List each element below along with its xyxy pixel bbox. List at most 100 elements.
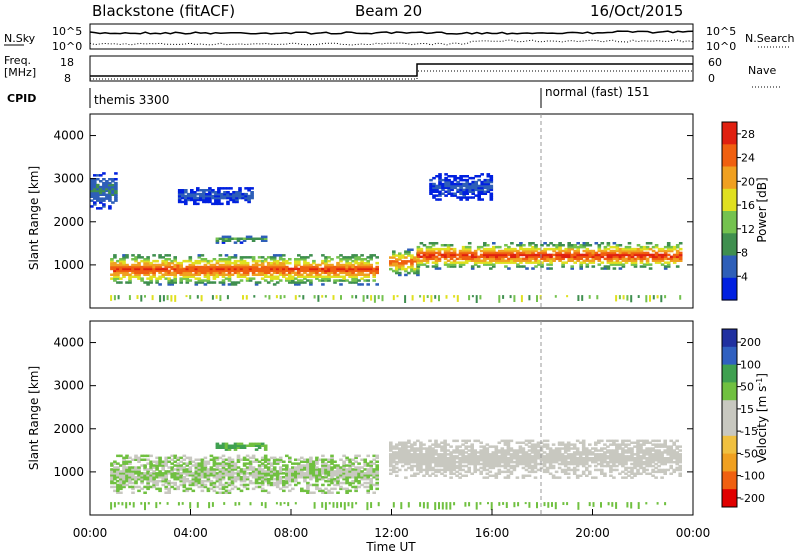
heatmap-cell	[315, 269, 319, 273]
heatmap-cell	[440, 453, 444, 456]
heatmap-cell	[227, 470, 232, 473]
heatmap-cell	[534, 247, 538, 251]
heatmap-cell	[149, 485, 153, 489]
heatmap-cell	[446, 245, 451, 249]
heatmap-cell	[306, 279, 310, 282]
heatmap-cell	[477, 188, 481, 192]
heatmap-cell	[566, 445, 571, 448]
heatmap-cell	[413, 267, 417, 271]
heatmap-cell	[540, 253, 544, 257]
heatmap-cell	[569, 453, 574, 456]
heatmap-cell	[465, 175, 469, 178]
heatmap-cell	[518, 441, 523, 444]
heatmap-cell	[471, 188, 475, 192]
heatmap-cell	[224, 491, 229, 494]
heatmap-cell	[525, 253, 529, 257]
heatmap-cell	[398, 457, 402, 460]
heatmap-cell	[521, 449, 526, 452]
heatmap-cell	[263, 460, 268, 463]
heatmap-cell	[533, 470, 538, 474]
heatmap-cell	[597, 245, 602, 249]
heatmap-cell	[539, 445, 544, 448]
heatmap-cell	[184, 191, 188, 194]
heatmap-cell	[149, 468, 153, 471]
heatmap-cell	[570, 257, 574, 261]
heatmap-cell	[479, 445, 483, 448]
heatmap-cell	[327, 472, 331, 475]
heatmap-cell	[363, 472, 367, 475]
heatmap-cell	[176, 487, 180, 491]
heatmap-cell	[485, 443, 490, 446]
heatmap-cell	[315, 271, 319, 275]
heatmap-cell	[542, 460, 547, 464]
heatmap-cell	[241, 194, 245, 198]
heatmap-cell	[245, 235, 250, 239]
heatmap-cell	[134, 454, 138, 458]
heatmap-cell	[443, 439, 447, 443]
heatmap-cell	[609, 464, 613, 468]
heatmap-cell	[515, 460, 520, 464]
heatmap-cell	[564, 255, 568, 259]
heatmap-cell	[254, 259, 259, 263]
heatmap-cell	[407, 502, 410, 508]
heatmap-cell	[594, 464, 598, 468]
heatmap-cell	[125, 470, 129, 473]
heatmap-cell	[164, 269, 168, 273]
heatmap-cell	[348, 460, 352, 463]
heatmap-cell	[212, 472, 217, 475]
heatmap-cell	[488, 457, 493, 460]
heatmap-cell	[425, 449, 429, 452]
colorbar-tick-label: 16	[741, 199, 755, 212]
heatmap-cell	[224, 444, 229, 447]
heatmap-cell	[618, 253, 623, 257]
heatmap-cell	[205, 194, 209, 198]
heatmap-cell	[294, 273, 298, 276]
heatmap-cell	[312, 460, 316, 463]
heatmap-cell	[518, 455, 523, 458]
heatmap-cell	[395, 460, 399, 464]
heatmap-cell	[140, 502, 143, 505]
heatmap-cell	[348, 470, 352, 473]
heatmap-cell	[336, 269, 340, 273]
heatmap-cell	[558, 253, 562, 257]
heatmap-cell	[444, 176, 448, 180]
heatmap-cell	[177, 198, 182, 202]
heatmap-cell	[176, 466, 180, 469]
heatmap-cell	[336, 502, 339, 509]
heatmap-cell	[146, 281, 150, 284]
heatmap-cell	[185, 269, 190, 273]
heatmap-cell	[297, 468, 301, 471]
heatmap-cell	[438, 194, 442, 197]
heatmap-cell	[372, 483, 376, 487]
heatmap-cell	[569, 462, 574, 466]
heatmap-cell	[389, 455, 393, 458]
heatmap-cell	[407, 449, 411, 452]
heatmap-cell	[416, 472, 420, 475]
heatmap-cell	[443, 466, 447, 470]
heatmap-cell	[236, 273, 241, 276]
cpid-mode-1: themis 3300	[94, 93, 169, 107]
heatmap-cell	[182, 454, 187, 458]
heatmap-cell	[480, 182, 484, 186]
heatmap-cell	[375, 483, 379, 487]
heatmap-cell	[660, 468, 664, 472]
heatmap-cell	[203, 271, 208, 275]
heatmap-cell	[678, 468, 682, 472]
heatmap-cell	[654, 459, 658, 462]
heatmap-cell	[630, 295, 633, 303]
heatmap-cell	[594, 459, 598, 462]
heatmap-cell	[372, 458, 376, 461]
heatmap-cell	[134, 273, 138, 276]
heatmap-cell	[425, 455, 429, 458]
heatmap-cell	[110, 295, 113, 301]
heatmap-cell	[146, 483, 150, 487]
heatmap-cell	[527, 466, 532, 470]
heatmap-cell	[615, 257, 620, 261]
heatmap-cell	[197, 261, 202, 265]
heatmap-cell	[275, 460, 280, 463]
heatmap-cell	[455, 451, 459, 454]
heatmap-cell	[483, 263, 487, 266]
heatmap-cell	[527, 464, 532, 468]
heatmap-cell	[572, 457, 577, 460]
